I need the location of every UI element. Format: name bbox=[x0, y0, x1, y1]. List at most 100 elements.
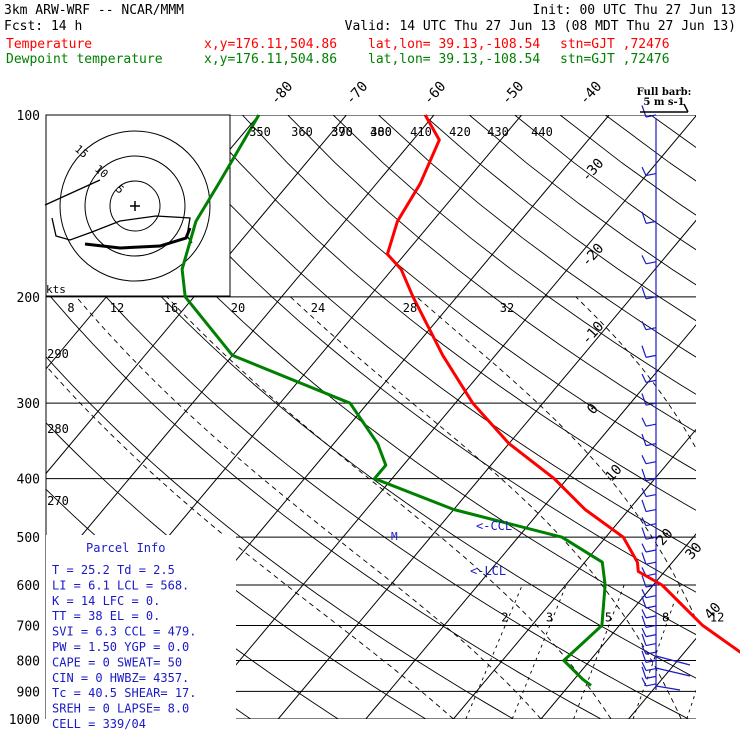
dry-adiabat-line bbox=[46, 356, 514, 719]
parcel-info-row: CIN = 0 HWBZ= 4357. bbox=[52, 671, 189, 685]
wind-barb bbox=[645, 615, 657, 619]
theta-label: 430 bbox=[487, 125, 509, 139]
wind-barb-flag bbox=[641, 661, 647, 671]
isobar-label: 400 bbox=[17, 473, 40, 488]
wind-barb-flag bbox=[641, 255, 647, 265]
wind-barb-flag bbox=[641, 166, 647, 176]
wind-barb-flag bbox=[641, 633, 647, 646]
wind-barb bbox=[655, 667, 691, 677]
legend-temperature-stn: stn=GJT ,72476 bbox=[560, 37, 670, 52]
wind-barb-flag bbox=[641, 211, 647, 224]
isobar-label: 700 bbox=[17, 619, 40, 634]
isotherm-line bbox=[190, 115, 696, 719]
wind-barb bbox=[645, 114, 657, 118]
moist-adiabat-line bbox=[75, 296, 542, 719]
wind-barb bbox=[645, 642, 657, 647]
wind-barb-flag bbox=[641, 645, 647, 655]
isobar-label: 600 bbox=[17, 579, 40, 594]
isobar-label: 500 bbox=[17, 531, 40, 546]
wind-barb bbox=[645, 296, 657, 300]
dry-adiabat-line bbox=[287, 115, 696, 433]
parcel-info-row: Tc = 40.5 SHEAR= 17. bbox=[52, 686, 197, 700]
hodograph-speed-label: 20 bbox=[231, 301, 245, 315]
theta-label: 290 bbox=[47, 347, 69, 361]
moist-adiabat-line bbox=[46, 365, 454, 719]
wind-barb-flag bbox=[641, 615, 647, 628]
dry-adiabat-line bbox=[378, 115, 696, 358]
isotherm-label: -40 bbox=[577, 79, 606, 109]
legend-dewpoint-latlon: lat,lon= 39.13,-108.54 bbox=[368, 52, 540, 67]
wind-barb bbox=[645, 651, 657, 655]
wind-barb bbox=[645, 683, 657, 687]
wind-barb bbox=[645, 605, 657, 609]
theta-label: 350 bbox=[249, 125, 271, 139]
isotherm-label: 30 bbox=[682, 540, 705, 563]
header-fcst: Fcst: 14 h bbox=[4, 19, 82, 34]
hodograph-ring bbox=[109, 180, 161, 232]
dry-adiabat-line bbox=[151, 115, 696, 552]
hodograph-ring bbox=[59, 130, 211, 282]
isotherm-line bbox=[453, 428, 696, 719]
hodograph-trace-low bbox=[84, 227, 192, 250]
mixing-ratio-line bbox=[511, 584, 567, 719]
mixing-ratio-label: 5 bbox=[605, 610, 612, 624]
wind-barb bbox=[645, 549, 657, 553]
hodograph-speed-label: 24 bbox=[311, 301, 325, 315]
theta-label: 410 bbox=[410, 125, 432, 139]
dry-adiabat-line bbox=[242, 115, 696, 472]
wind-barb-flag bbox=[641, 433, 647, 446]
dry-adiabat-line bbox=[650, 115, 696, 148]
wind-barb bbox=[645, 634, 657, 638]
ccl-annotation: <-CCL bbox=[476, 519, 512, 533]
dry-adiabat-line bbox=[559, 115, 696, 216]
theta-label: 270 bbox=[47, 494, 69, 508]
legend-temperature-latlon: lat,lon= 39.13,-108.54 bbox=[368, 37, 540, 52]
isotherm-line bbox=[716, 115, 740, 719]
legend-temperature-xy: x,y=176.11,504.86 bbox=[204, 37, 337, 52]
dry-adiabat-line bbox=[332, 115, 696, 395]
dewpoint-profile bbox=[180, 114, 607, 687]
wind-barb bbox=[645, 659, 657, 664]
wind-barb bbox=[645, 402, 657, 406]
wind-barb bbox=[645, 595, 657, 599]
theta-label: 370 bbox=[331, 125, 353, 139]
wind-barb-flag bbox=[641, 499, 647, 512]
dry-adiabat-line bbox=[105, 115, 696, 593]
lcl-annotation: <-LCL bbox=[470, 564, 506, 578]
dry-adiabat-line bbox=[46, 224, 689, 719]
isotherm-label: -70 bbox=[343, 79, 372, 109]
hodograph-speed-label: 8 bbox=[67, 301, 74, 315]
wind-barb bbox=[645, 354, 657, 358]
m-marker: M bbox=[391, 530, 398, 543]
dry-adiabat-line bbox=[60, 115, 696, 636]
wind-barb-flag bbox=[641, 575, 647, 588]
hodograph-speed-label: 16 bbox=[164, 301, 178, 315]
wind-barb bbox=[645, 327, 657, 331]
mixing-ratio-line bbox=[686, 689, 696, 719]
wind-barb-flag bbox=[641, 543, 647, 553]
theta-label: 380 bbox=[370, 125, 392, 139]
parcel-info-row: CELL = 339/04 bbox=[52, 717, 146, 731]
wind-barb-flag bbox=[641, 321, 647, 330]
theta-label: 420 bbox=[449, 125, 471, 139]
isotherm-label: -30 bbox=[579, 156, 608, 186]
moist-adiabat-line bbox=[737, 297, 740, 719]
parcel-info-row: SVI = 6.3 CCL = 479. bbox=[52, 625, 197, 639]
legend-temperature-label: Temperature bbox=[6, 37, 92, 52]
legend-dewpoint-xy: x,y=176.11,504.86 bbox=[204, 52, 337, 67]
mixing-ratio-label: 12 bbox=[710, 610, 724, 624]
dry-adiabat-line bbox=[695, 115, 696, 116]
mixing-ratio-line bbox=[573, 584, 625, 719]
isotherm-label: -10 bbox=[579, 319, 608, 349]
mixing-ratio-line bbox=[465, 584, 523, 719]
dry-adiabat-line bbox=[46, 158, 696, 679]
isotherm-line bbox=[46, 115, 435, 579]
hodograph-speed-label: 12 bbox=[110, 301, 124, 315]
isobar-label: 800 bbox=[17, 654, 40, 669]
wind-key-units: 5 m s-1 bbox=[643, 97, 684, 108]
parcel-info-row: K = 14 LFC = 0. bbox=[52, 594, 160, 608]
dry-adiabat-line bbox=[196, 115, 696, 511]
moist-adiabat-line bbox=[290, 296, 682, 719]
wind-barb bbox=[645, 461, 657, 465]
